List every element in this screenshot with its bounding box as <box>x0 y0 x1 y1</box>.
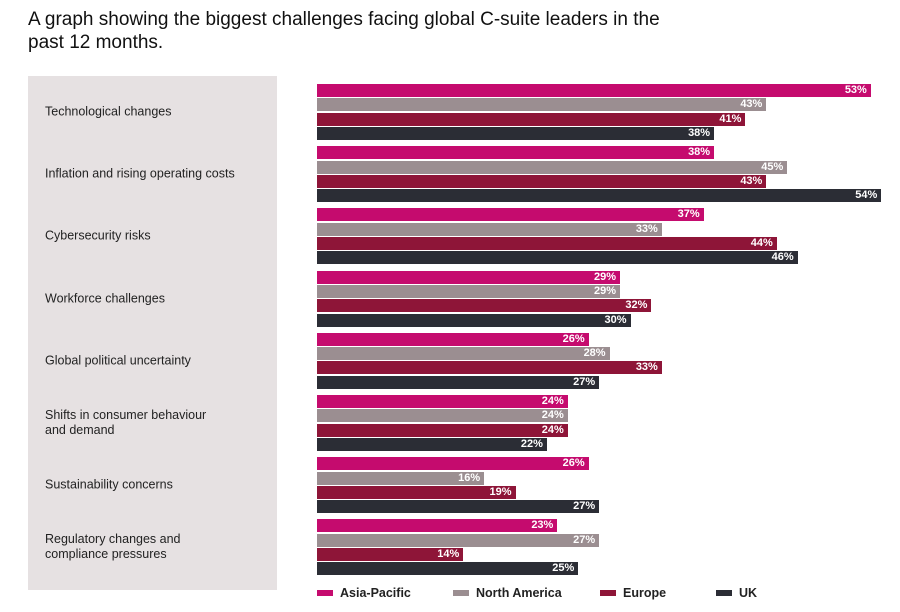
data-label: 29% <box>594 284 617 297</box>
bar-asia-pacific <box>317 457 589 471</box>
data-label: 24% <box>541 423 564 436</box>
category-label: Cybersecurity risks <box>45 228 151 243</box>
legend-label: Asia-Pacific <box>340 586 411 600</box>
data-label: 45% <box>761 160 784 173</box>
data-label: 27% <box>573 500 596 513</box>
bar-north-america <box>317 222 662 236</box>
category-label: Workforce challenges <box>45 291 165 306</box>
data-label: 38% <box>688 126 711 139</box>
bar-europe <box>317 485 516 499</box>
bar-europe <box>317 548 464 561</box>
legend-label: UK <box>739 586 758 600</box>
data-label: 44% <box>750 237 773 249</box>
data-label: 26% <box>562 457 585 470</box>
legend-item: Asia-Pacific <box>317 586 411 600</box>
bar-uk <box>317 562 579 576</box>
bar-uk <box>317 500 600 514</box>
bar-asia-pacific <box>317 84 871 97</box>
bar-north-america <box>317 284 621 298</box>
category-label: Technological changes <box>45 104 172 119</box>
data-label: 37% <box>677 208 700 221</box>
legend-label: Europe <box>623 586 667 600</box>
bar-asia-pacific <box>317 332 589 346</box>
bar-north-america <box>317 98 767 112</box>
data-label: 26% <box>562 332 585 345</box>
data-label: 41% <box>719 112 742 125</box>
data-label: 33% <box>635 222 658 235</box>
bar-europe <box>317 361 662 375</box>
chart-title: A graph showing the biggest challenges f… <box>28 9 660 53</box>
bar-asia-pacific <box>317 208 704 222</box>
bar-asia-pacific <box>317 270 621 284</box>
legend-item: Europe <box>600 586 666 600</box>
data-label: 33% <box>635 361 658 374</box>
data-label: 53% <box>844 84 867 96</box>
data-label: 14% <box>437 548 460 560</box>
bar-europe <box>317 237 777 250</box>
category-label: Regulatory changes and compliance pressu… <box>45 532 181 562</box>
bar-europe <box>317 112 746 126</box>
data-label: 27% <box>573 375 596 388</box>
data-label: 25% <box>552 562 575 575</box>
legend-item: North America <box>453 586 562 600</box>
bar-north-america <box>317 347 610 361</box>
bar-asia-pacific <box>317 395 568 408</box>
bar-uk <box>317 437 547 451</box>
bar-europe <box>317 299 652 313</box>
data-label: 38% <box>688 146 711 159</box>
data-label: 19% <box>489 485 512 498</box>
bar-north-america <box>317 533 600 547</box>
bar-asia-pacific <box>317 519 558 533</box>
data-label: 23% <box>531 519 554 532</box>
legend-swatch <box>317 590 333 596</box>
data-label: 46% <box>771 251 794 264</box>
data-label: 24% <box>541 409 564 422</box>
bar-asia-pacific <box>317 146 715 160</box>
data-label: 27% <box>573 533 596 546</box>
legend-swatch <box>716 590 732 596</box>
bar-europe <box>317 423 568 437</box>
bar-uk <box>317 189 882 203</box>
bar-uk <box>317 313 631 327</box>
legend-swatch <box>453 590 469 596</box>
category-label: Sustainability concerns <box>45 477 173 492</box>
bar-north-america <box>317 160 788 174</box>
legend-label: North America <box>476 586 562 600</box>
data-label: 16% <box>458 471 481 484</box>
data-label: 43% <box>740 174 763 187</box>
data-label: 29% <box>594 270 617 283</box>
data-label: 43% <box>740 98 763 111</box>
bar-uk <box>317 251 798 265</box>
category-panel <box>28 76 277 590</box>
bar-uk <box>317 375 600 389</box>
data-label: 54% <box>855 189 878 202</box>
legend-swatch <box>600 590 616 596</box>
bar-north-america <box>317 471 485 485</box>
data-label: 32% <box>625 299 648 312</box>
bar-europe <box>317 174 767 188</box>
data-label: 30% <box>604 313 627 326</box>
bar-north-america <box>317 409 568 423</box>
data-label: 24% <box>541 395 564 407</box>
category-label: Global political uncertainty <box>45 353 191 368</box>
category-label: Shifts in consumer behaviour and demand <box>45 408 207 437</box>
bar-uk <box>317 126 715 140</box>
data-label: 28% <box>583 347 606 360</box>
data-label: 22% <box>520 437 543 450</box>
legend-item: UK <box>716 586 757 600</box>
category-label: Inflation and rising operating costs <box>45 166 235 181</box>
